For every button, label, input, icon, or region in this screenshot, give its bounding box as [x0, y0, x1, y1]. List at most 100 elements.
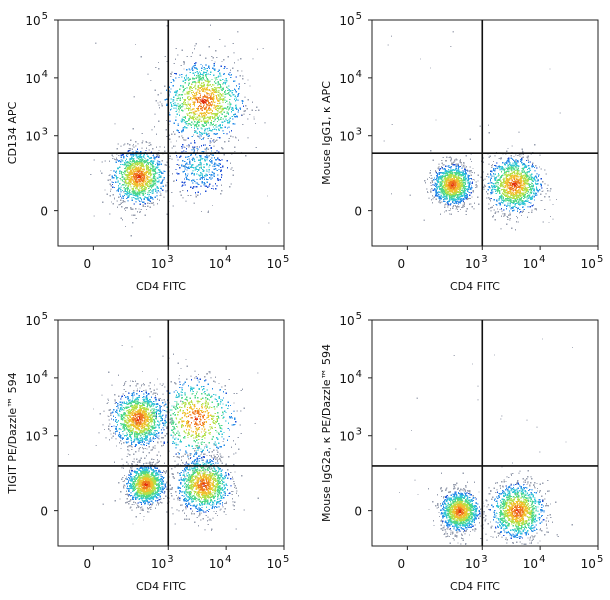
- event-dot: [533, 166, 536, 169]
- event-dot: [504, 186, 506, 188]
- event-dot: [226, 167, 229, 169]
- event-dot: [185, 127, 187, 129]
- event-dot: [129, 181, 132, 183]
- event-dot: [207, 116, 209, 118]
- event-dot: [547, 184, 549, 186]
- event-dot: [531, 184, 533, 186]
- event-dot: [494, 170, 496, 172]
- event-dot: [455, 188, 457, 191]
- event-dot: [214, 106, 217, 108]
- event-dot: [549, 215, 552, 218]
- event-dot: [181, 147, 183, 149]
- event-dot: [146, 153, 148, 155]
- event-dot: [504, 199, 506, 201]
- event-dot: [508, 192, 510, 195]
- event-dot: [268, 222, 270, 224]
- event-dot: [450, 199, 452, 201]
- event-dot: [509, 179, 511, 181]
- event-dot: [213, 96, 215, 98]
- event-dot: [175, 110, 177, 113]
- event-dot: [207, 122, 209, 124]
- event-dot: [439, 181, 441, 183]
- event-dot: [141, 160, 143, 162]
- event-dot: [210, 97, 213, 99]
- event-dot: [112, 181, 114, 184]
- event-dot: [209, 73, 211, 76]
- event-dot: [207, 82, 209, 84]
- event-dot: [142, 204, 144, 206]
- event-dot: [173, 80, 175, 82]
- event-dot: [224, 99, 226, 101]
- event-dot: [176, 97, 178, 100]
- event-dot: [459, 174, 462, 176]
- event-dot: [158, 149, 160, 152]
- event-dot: [507, 167, 509, 169]
- event-dot: [527, 155, 529, 157]
- event-dot: [175, 107, 177, 109]
- event-dot: [524, 172, 526, 174]
- event-dot: [198, 76, 200, 78]
- event-dot: [222, 95, 224, 98]
- event-dot: [193, 48, 196, 50]
- event-dot: [459, 188, 461, 190]
- event-dot: [199, 159, 201, 162]
- event-dot: [233, 115, 236, 118]
- event-dot: [184, 116, 186, 119]
- event-dot: [500, 182, 502, 185]
- event-dot: [213, 172, 215, 174]
- event-dot: [456, 171, 458, 173]
- event-dot: [449, 204, 451, 206]
- event-dot: [524, 204, 526, 206]
- event-dot: [130, 169, 132, 171]
- event-dot: [462, 170, 464, 172]
- event-dot: [517, 179, 519, 181]
- event-dot: [186, 175, 189, 177]
- event-dot: [480, 176, 482, 178]
- event-dot: [191, 109, 193, 111]
- event-dot: [172, 100, 174, 102]
- event-dot: [204, 156, 206, 158]
- event-dot: [206, 92, 208, 94]
- event-dot: [195, 168, 197, 170]
- event-dot: [115, 181, 117, 183]
- event-dot: [194, 160, 196, 163]
- event-dot: [199, 154, 201, 157]
- event-dot: [512, 176, 514, 178]
- event-dot: [165, 190, 167, 192]
- event-dot: [206, 134, 208, 136]
- event-dot: [188, 119, 190, 121]
- event-dot: [199, 72, 202, 74]
- event-dot: [185, 79, 187, 81]
- event-dot: [146, 184, 148, 186]
- event-dot: [529, 196, 531, 198]
- event-dot: [177, 123, 179, 125]
- event-dot: [136, 167, 138, 169]
- event-dot: [132, 222, 134, 224]
- event-dot: [460, 199, 462, 201]
- event-dot: [148, 169, 150, 171]
- event-dot: [148, 173, 150, 175]
- event-dot: [435, 184, 437, 186]
- event-dot: [424, 182, 427, 184]
- event-dot: [189, 69, 191, 71]
- event-dot: [217, 157, 219, 159]
- event-dot: [547, 190, 549, 192]
- event-dot: [200, 100, 202, 102]
- event-dot: [194, 113, 196, 115]
- event-dot: [116, 178, 118, 180]
- event-dot: [225, 115, 227, 117]
- event-dot: [132, 170, 135, 172]
- event-dot: [143, 172, 146, 175]
- event-dot: [172, 98, 174, 101]
- event-dot: [217, 117, 219, 119]
- event-dot: [190, 116, 192, 118]
- event-dot: [204, 91, 206, 93]
- event-dot: [455, 179, 457, 181]
- event-dot: [467, 170, 469, 172]
- event-dot: [195, 91, 197, 94]
- event-dot: [528, 178, 530, 180]
- event-dot: [181, 130, 183, 132]
- event-dot: [528, 167, 530, 169]
- event-dot: [533, 190, 535, 192]
- event-dot: [119, 166, 121, 168]
